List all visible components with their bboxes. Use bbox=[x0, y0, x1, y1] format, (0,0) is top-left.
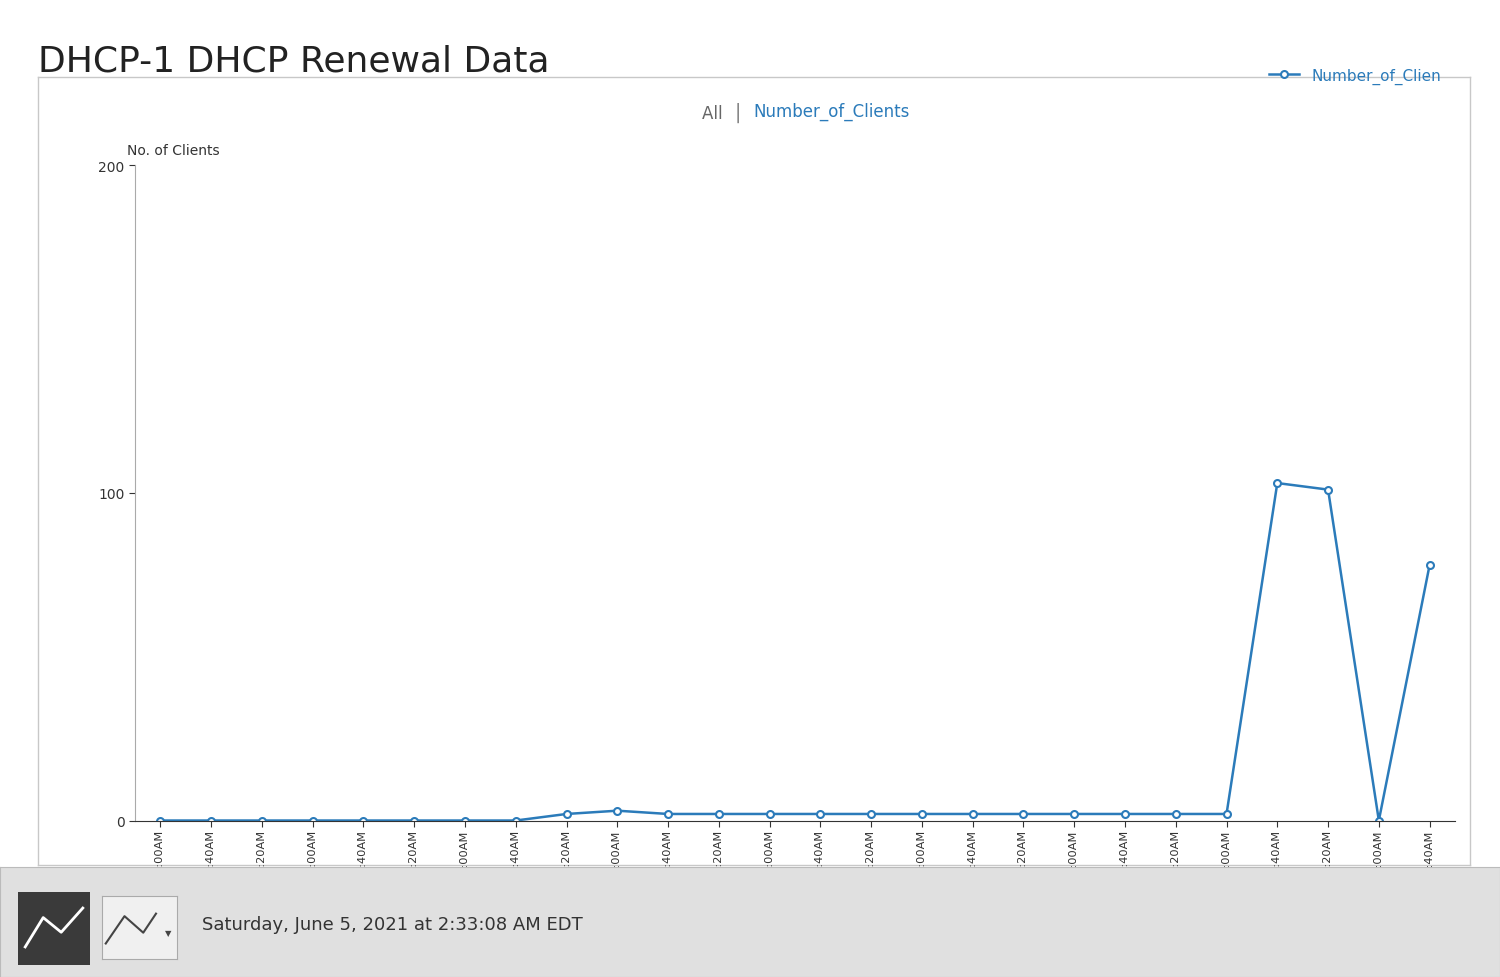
Text: Saturday, June 5, 2021 at 2:33:08 AM EDT: Saturday, June 5, 2021 at 2:33:08 AM EDT bbox=[202, 915, 584, 933]
Legend: Number_of_Clien: Number_of_Clien bbox=[1263, 63, 1448, 91]
Text: DHCP-1 DHCP Renewal Data: DHCP-1 DHCP Renewal Data bbox=[38, 44, 549, 78]
Text: Number_of_Clients: Number_of_Clients bbox=[753, 103, 910, 121]
Text: All  │: All │ bbox=[702, 103, 753, 123]
Text: ▼: ▼ bbox=[165, 928, 171, 937]
Text: No. of Clients: No. of Clients bbox=[128, 145, 220, 158]
